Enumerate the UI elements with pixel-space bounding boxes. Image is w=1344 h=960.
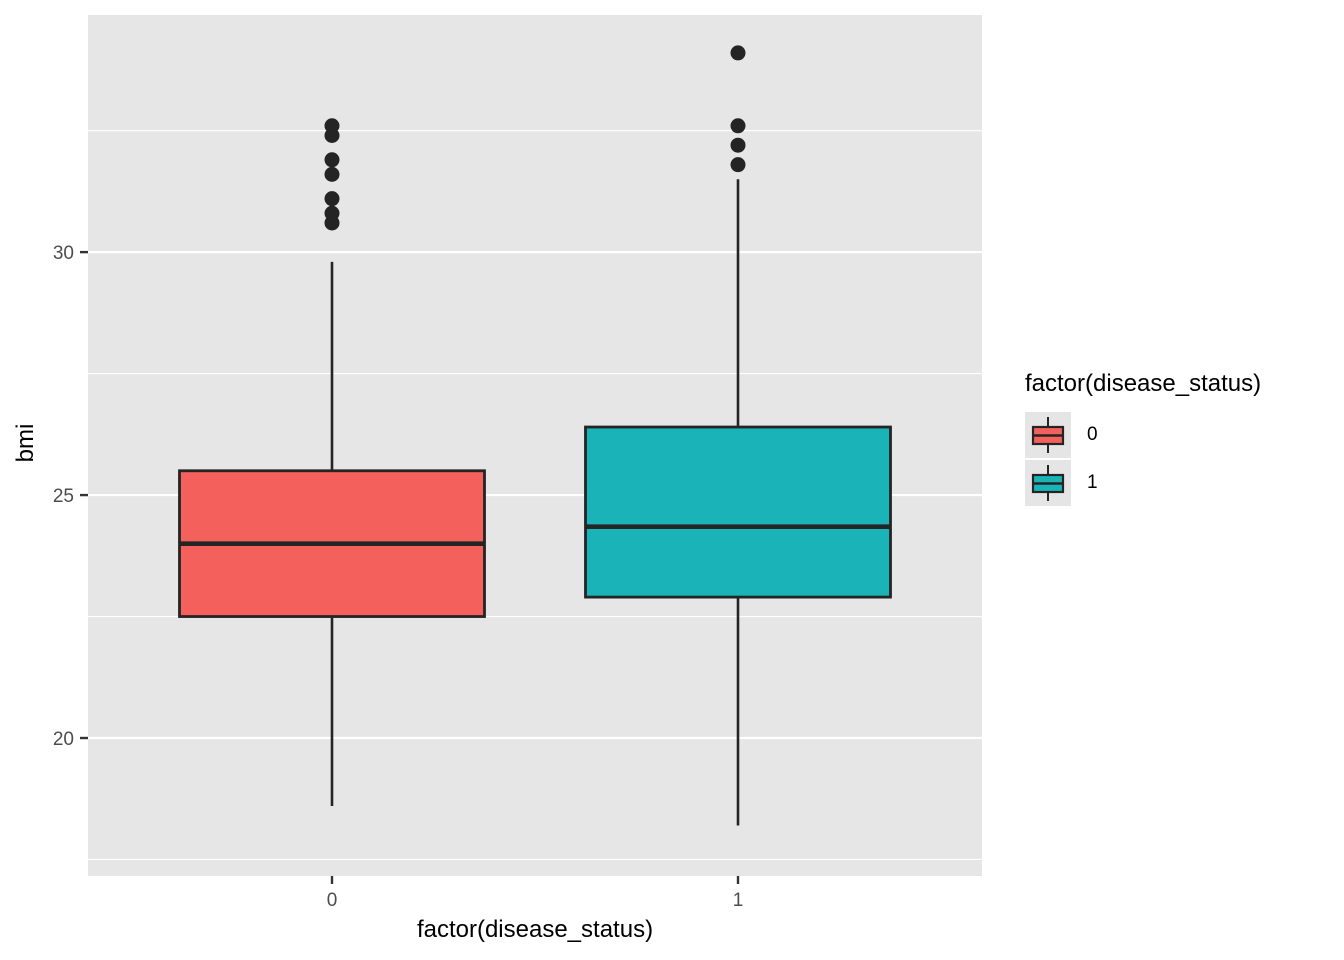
y-axis-title: bmi: [12, 423, 39, 463]
outlier-point: [730, 45, 746, 61]
legend-key-boxplot-icon: [1025, 460, 1071, 506]
legend-entry-label: 1: [1087, 472, 1098, 493]
outlier-point: [324, 205, 340, 221]
legend-entry-1: 1: [1025, 460, 1261, 506]
boxplot-box-1: [584, 425, 892, 599]
y-tick-label: 25: [53, 486, 74, 507]
legend-key-boxplot-icon: [1025, 412, 1071, 458]
outlier-point: [730, 118, 746, 134]
y-tick-label: 30: [53, 243, 74, 264]
outlier-point: [324, 152, 340, 168]
outlier-point: [324, 118, 340, 134]
x-tick-label: 0: [327, 890, 338, 911]
outlier-point: [730, 157, 746, 173]
outlier-point: [324, 166, 340, 182]
legend-entry-label: 0: [1087, 424, 1098, 445]
legend-title: factor(disease_status): [1025, 370, 1262, 397]
legend-entry-0: 0: [1025, 412, 1261, 458]
x-axis-title: factor(disease_status): [416, 916, 654, 943]
y-tick-label: 20: [53, 729, 74, 750]
outlier-point: [324, 191, 340, 207]
outlier-point: [730, 137, 746, 153]
x-tick-label: 1: [733, 890, 744, 911]
